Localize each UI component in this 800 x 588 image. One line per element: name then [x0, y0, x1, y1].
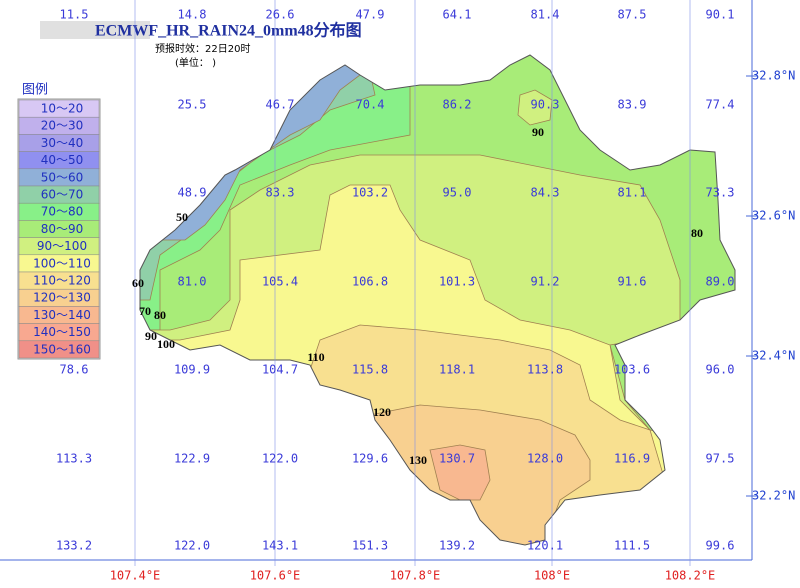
grid-value: 106.8	[352, 275, 388, 289]
contour-label: 80	[691, 226, 703, 240]
legend-label: 110～120	[33, 274, 91, 288]
contour-label: 70	[139, 304, 151, 318]
grid-value: 116.9	[614, 452, 650, 466]
grid-value: 73.3	[706, 186, 735, 200]
lat-label: 32.4°N	[752, 349, 795, 363]
grid-value: 26.6	[266, 8, 295, 22]
grid-value: 46.7	[266, 98, 295, 112]
legend-swatch	[18, 340, 100, 359]
legend-title: 图例	[22, 83, 48, 98]
grid-value: 129.6	[352, 452, 388, 466]
grid-value: 91.2	[531, 275, 560, 289]
legend-label: 130～140	[33, 308, 91, 322]
grid-value: 122.9	[174, 452, 210, 466]
legend-label: 140～150	[33, 325, 91, 339]
grid-value: 139.2	[439, 539, 475, 553]
grid-value: 83.9	[618, 98, 647, 112]
legend-label: 100～110	[33, 256, 91, 270]
grid-value: 120.1	[527, 539, 563, 553]
grid-value: 81.4	[531, 8, 560, 22]
lon-label: 108°E	[534, 569, 570, 583]
grid-value: 115.8	[352, 363, 388, 377]
legend-label: 70～80	[41, 205, 84, 219]
grid-value: 86.2	[443, 98, 472, 112]
grid-value: 128.0	[527, 452, 563, 466]
grid-value: 104.7	[262, 363, 298, 377]
grid-value: 109.9	[174, 363, 210, 377]
contour-label: 90	[145, 329, 157, 343]
grid-value: 96.0	[706, 363, 735, 377]
legend-label: 150～160	[33, 342, 91, 356]
region-outline	[139, 54, 736, 546]
grid-value: 122.0	[174, 539, 210, 553]
lat-label: 32.8°N	[752, 69, 795, 83]
grid-value: 11.5	[60, 8, 89, 22]
grid-value: 103.6	[614, 363, 650, 377]
contour-label: 90	[532, 125, 544, 139]
grid-value: 118.1	[439, 363, 475, 377]
contour-label: 110	[307, 350, 324, 364]
grid-value: 97.5	[706, 452, 735, 466]
subtitle: 预报时效：22日20时	[155, 42, 250, 55]
grid-value: 103.2	[352, 186, 388, 200]
grid-value: 14.8	[178, 8, 207, 22]
grid-value: 78.6	[60, 363, 89, 377]
grid-value: 105.4	[262, 275, 298, 289]
grid-value: 101.3	[439, 275, 475, 289]
legend-label: 50～60	[41, 170, 84, 184]
grid-value: 133.2	[56, 539, 92, 553]
grid-value: 95.0	[443, 186, 472, 200]
legend-label: 10～20	[41, 102, 84, 116]
lon-label: 107.8°E	[390, 569, 441, 583]
title: ECMWF_HR_RAIN24_0mm48分布图	[95, 21, 362, 40]
grid-value: 25.5	[178, 98, 207, 112]
grid-value: 113.3	[56, 452, 92, 466]
legend-label: 20～30	[41, 119, 84, 133]
lat-label: 32.2°N	[752, 489, 795, 503]
grid-value: 91.6	[618, 275, 647, 289]
contour-label: 120	[373, 405, 391, 419]
grid-value: 122.0	[262, 452, 298, 466]
grid-value: 81.1	[618, 186, 647, 200]
grid-value: 130.7	[439, 452, 475, 466]
title-backdrop	[40, 21, 150, 39]
contour-label: 60	[132, 276, 144, 290]
grid-value: 70.4	[356, 98, 385, 112]
legend-label: 30～40	[41, 136, 84, 150]
legend-label: 60～70	[41, 188, 84, 202]
unit: (单位： )	[175, 56, 216, 69]
grid-value: 87.5	[618, 8, 647, 22]
grid-value: 90.3	[531, 98, 560, 112]
contour-label: 50	[176, 210, 188, 224]
grid-value: 77.4	[706, 98, 735, 112]
lon-label: 108.2°E	[665, 569, 716, 583]
grid-value: 81.0	[178, 275, 207, 289]
grid-value: 47.9	[356, 8, 385, 22]
legend-label: 40～50	[41, 153, 84, 167]
grid-value: 83.3	[266, 186, 295, 200]
legend-label: 80～90	[41, 222, 84, 236]
legend-label: 120～130	[33, 291, 91, 305]
grid-value: 90.1	[706, 8, 735, 22]
grid-value: 48.9	[178, 186, 207, 200]
grid-value: 99.6	[706, 539, 735, 553]
grid-value: 84.3	[531, 186, 560, 200]
grid-value: 143.1	[262, 539, 298, 553]
grid-value: 64.1	[443, 8, 472, 22]
contour-label: 130	[409, 453, 427, 467]
contour-label: 100	[157, 337, 175, 351]
lat-label: 32.6°N	[752, 209, 795, 223]
grid-value: 151.3	[352, 539, 388, 553]
grid-value: 89.0	[706, 275, 735, 289]
lon-label: 107.6°E	[250, 569, 301, 583]
contour-label: 80	[154, 308, 166, 322]
lon-label: 107.4°E	[110, 569, 161, 583]
grid-value: 111.5	[614, 539, 650, 553]
grid-value: 113.8	[527, 363, 563, 377]
legend-label: 90～100	[37, 239, 87, 253]
